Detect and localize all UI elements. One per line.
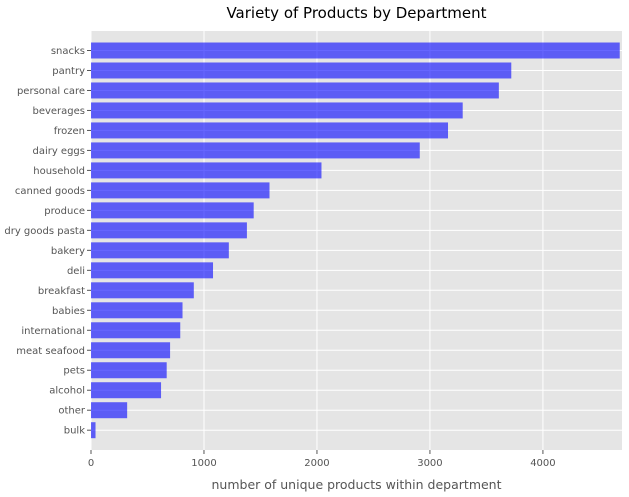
y-tick-label: beverages (32, 106, 85, 117)
y-tick-label: babies (52, 306, 85, 317)
bar-deli (91, 262, 214, 279)
y-tick-label: bulk (64, 426, 85, 437)
x-tick-label: 1000 (191, 458, 216, 469)
x-axis-label: number of unique products within departm… (211, 477, 501, 492)
bar-meat-seafood (91, 342, 171, 359)
bar-produce (91, 202, 254, 219)
bar-alcohol (91, 382, 162, 399)
y-tick-label: pantry (52, 66, 85, 77)
y-tick-label: meat seafood (16, 346, 85, 357)
bar-breakfast (91, 282, 194, 299)
y-tick-label: alcohol (49, 386, 85, 397)
bar-beverages (91, 102, 463, 119)
bar-dry-goods-pasta (91, 222, 247, 239)
x-tick-label: 0 (88, 458, 94, 469)
y-tick-label: produce (44, 206, 85, 217)
bar-snacks (91, 42, 620, 59)
x-tick-label: 4000 (530, 458, 555, 469)
y-tick-label: pets (63, 366, 85, 377)
x-tick-label: 3000 (417, 458, 442, 469)
x-tick-label: 2000 (304, 458, 329, 469)
y-tick-label: international (21, 326, 85, 337)
y-tick-label: canned goods (15, 186, 85, 197)
y-tick-label: snacks (51, 46, 85, 57)
bar-other (91, 402, 128, 419)
x-axis-ticks: 0 1000 2000 3000 4000 (88, 450, 556, 469)
y-tick-label: household (33, 166, 85, 177)
bar-bulk (91, 422, 96, 439)
y-axis-ticks: snacks pantry personal care beverages frozen… (4, 46, 91, 437)
bar-babies (91, 302, 183, 319)
y-tick-label: dairy eggs (32, 146, 85, 157)
bars (91, 42, 620, 439)
plot-area (91, 31, 622, 450)
bar-pets (91, 362, 167, 379)
y-tick-label: breakfast (38, 286, 85, 297)
y-tick-label: personal care (17, 86, 85, 97)
bar-dairy-eggs (91, 142, 420, 159)
bar-frozen (91, 122, 449, 139)
bar-canned-goods (91, 182, 270, 199)
y-tick-label: dry goods pasta (4, 226, 85, 237)
bar-bakery (91, 242, 229, 259)
bar-personal-care (91, 82, 499, 99)
bar-pantry (91, 62, 512, 79)
bar-international (91, 322, 181, 339)
y-tick-label: deli (67, 266, 85, 277)
y-tick-label: other (58, 406, 86, 417)
bar-household (91, 162, 322, 179)
chart-title: Variety of Products by Department (226, 4, 486, 22)
y-tick-label: bakery (51, 246, 85, 257)
y-tick-label: frozen (54, 126, 85, 137)
